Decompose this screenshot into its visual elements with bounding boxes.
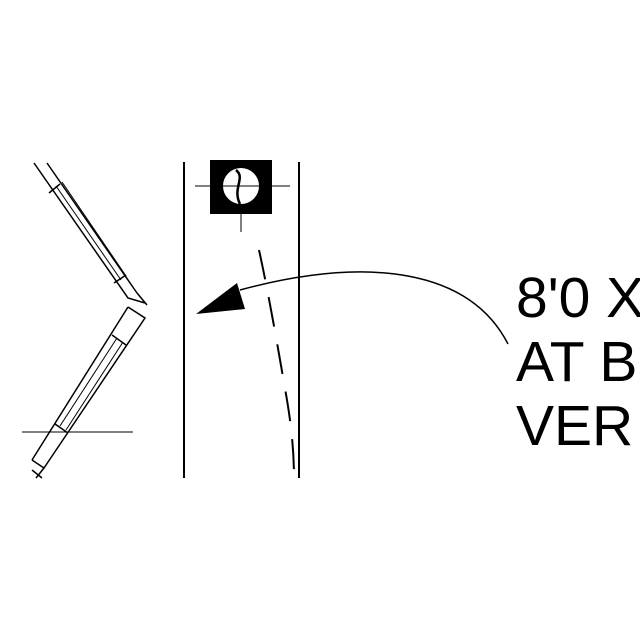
note-line-1: 8'0 X <box>516 266 640 330</box>
pivot-symbol <box>195 160 290 232</box>
leader-line <box>239 271 509 345</box>
folding-panel <box>31 162 148 479</box>
note-line-2: AT B <box>516 330 638 394</box>
annotation-note: 8'0 X AT B VER <box>516 266 640 458</box>
leader-arrowhead <box>196 283 245 314</box>
jamb-lines <box>183 162 300 478</box>
swing-path-dashed <box>258 249 295 479</box>
note-line-3: VER <box>516 394 634 458</box>
